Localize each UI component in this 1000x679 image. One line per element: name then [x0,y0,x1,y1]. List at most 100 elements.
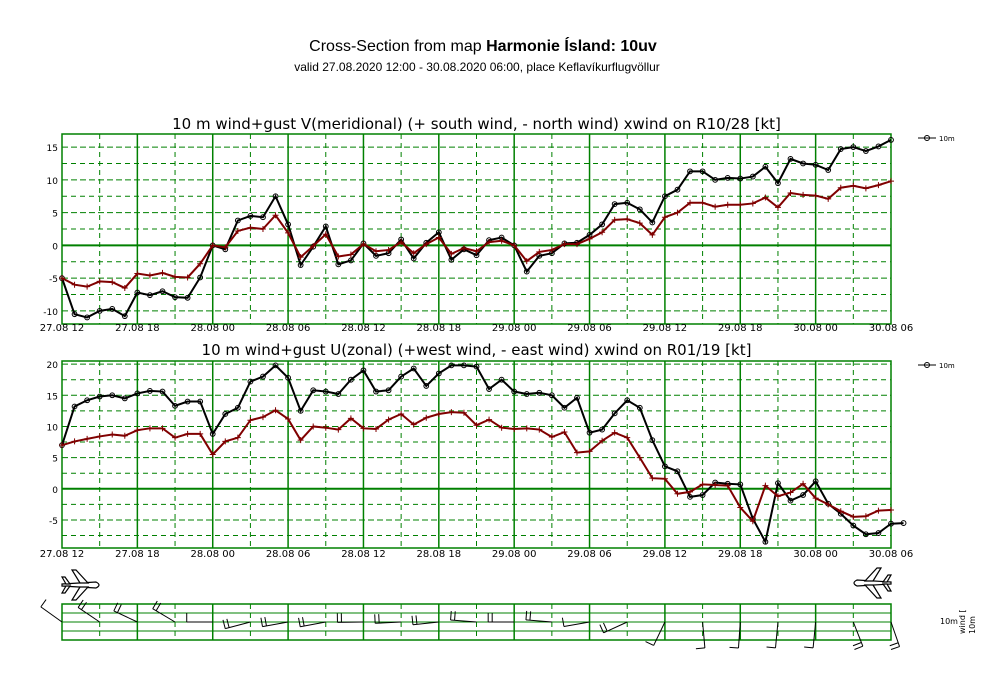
data-point-gust [523,258,530,265]
data-point-10m [574,394,580,401]
data-point-gust [272,407,279,414]
data-point-gust [825,195,832,202]
data-point-10m [624,199,631,206]
data-point-10m [134,390,141,397]
wind-barb-feather [804,646,814,649]
data-point-gust [586,448,593,455]
wind-barb-feather [415,615,418,625]
x-tick-label: 28.08 12 [341,549,386,560]
data-point-gust [272,212,279,219]
data-point-10m [636,404,643,411]
data-point-10m [96,307,103,314]
data-point-gust [561,429,568,436]
data-point-gust [121,432,128,439]
wind-barb-staff [702,621,706,648]
data-point-gust [310,423,317,430]
wind-barb-feather [113,602,119,612]
x-tick-label: 29.08 06 [567,549,612,560]
data-point-gust [573,241,580,248]
legend-label: 10m [939,362,955,370]
barb-label-level: 10m [940,617,958,626]
wind-barb-feather [264,616,267,626]
data-point-gust [259,414,266,421]
x-tick-label: 28.08 18 [417,549,462,560]
data-point-10m [247,212,254,219]
data-point-10m [335,261,342,268]
data-point-gust [84,283,91,290]
data-point-gust [498,424,505,431]
data-point-gust [197,260,204,267]
data-point-gust [448,250,455,257]
data-point-gust [888,506,894,513]
data-point-10m [787,155,794,162]
airplane-icon [60,569,100,601]
data-point-10m [222,411,229,417]
wind-barb-feather [529,611,532,621]
data-point-10m [862,148,869,154]
data-point-gust [787,189,794,196]
x-tick-label: 27.08 18 [115,549,160,560]
data-point-10m [234,404,241,411]
data-point-gust [410,250,417,257]
data-point-10m [147,388,153,394]
data-point-gust [699,199,706,206]
data-point-10m [297,407,304,414]
data-point-gust [159,269,166,276]
y-tick-label: 10 [47,177,59,187]
data-point-gust [875,182,882,189]
data-point-gust [247,417,254,424]
data-point-gust [536,426,543,433]
data-point-gust [611,216,618,223]
wind-barb-staff [775,621,779,648]
data-point-gust [71,438,78,445]
x-tick-label: 28.08 00 [190,323,235,334]
data-point-gust [398,239,405,246]
data-point-gust [297,437,304,444]
data-point-10m [159,388,166,395]
data-point-10m [260,373,266,380]
x-tick-label: 29.08 12 [643,549,688,560]
data-point-10m [636,206,643,213]
data-point-gust [234,434,241,441]
data-point-10m [624,397,631,404]
wind-barb-feather [260,617,263,627]
data-point-gust [624,434,631,441]
data-point-10m [360,367,367,374]
series-line-10m [61,139,892,319]
data-point-gust [134,270,141,277]
data-point-gust [373,248,380,255]
data-point-10m [611,410,618,417]
data-point-10m [71,311,78,318]
data-point-10m [448,256,455,263]
data-point-10m [699,492,706,498]
wind-barb-feather [450,611,452,621]
data-point-gust [347,415,354,422]
wind-barb-staff [737,621,741,648]
y-tick-label: -10 [43,308,58,318]
y-tick-label: 0 [52,242,58,252]
data-point-gust [624,216,631,223]
x-tick-label: 28.08 06 [266,323,311,334]
data-point-10m [109,392,116,399]
data-point-10m [272,362,279,369]
barb-label-level-vertical: 10m [968,616,977,634]
wind-barb-feather [77,599,84,608]
data-point-10m [147,292,153,299]
x-tick-label: 29.08 00 [492,323,537,334]
data-point-gust [737,201,744,208]
data-point-gust [599,229,606,236]
data-point-10m [96,393,103,400]
wind-barb-feather [155,602,162,612]
data-point-gust [448,409,455,416]
data-point-gust [486,239,493,246]
data-point-10m [448,362,455,369]
data-point-gust [184,274,191,281]
data-point-gust [850,182,857,189]
data-point-10m [712,176,719,183]
data-point-10m [888,520,894,527]
y-tick-label: -5 [49,275,58,285]
data-point-gust [172,273,179,280]
data-point-10m [850,522,857,529]
wind-barb-feather [454,611,456,621]
